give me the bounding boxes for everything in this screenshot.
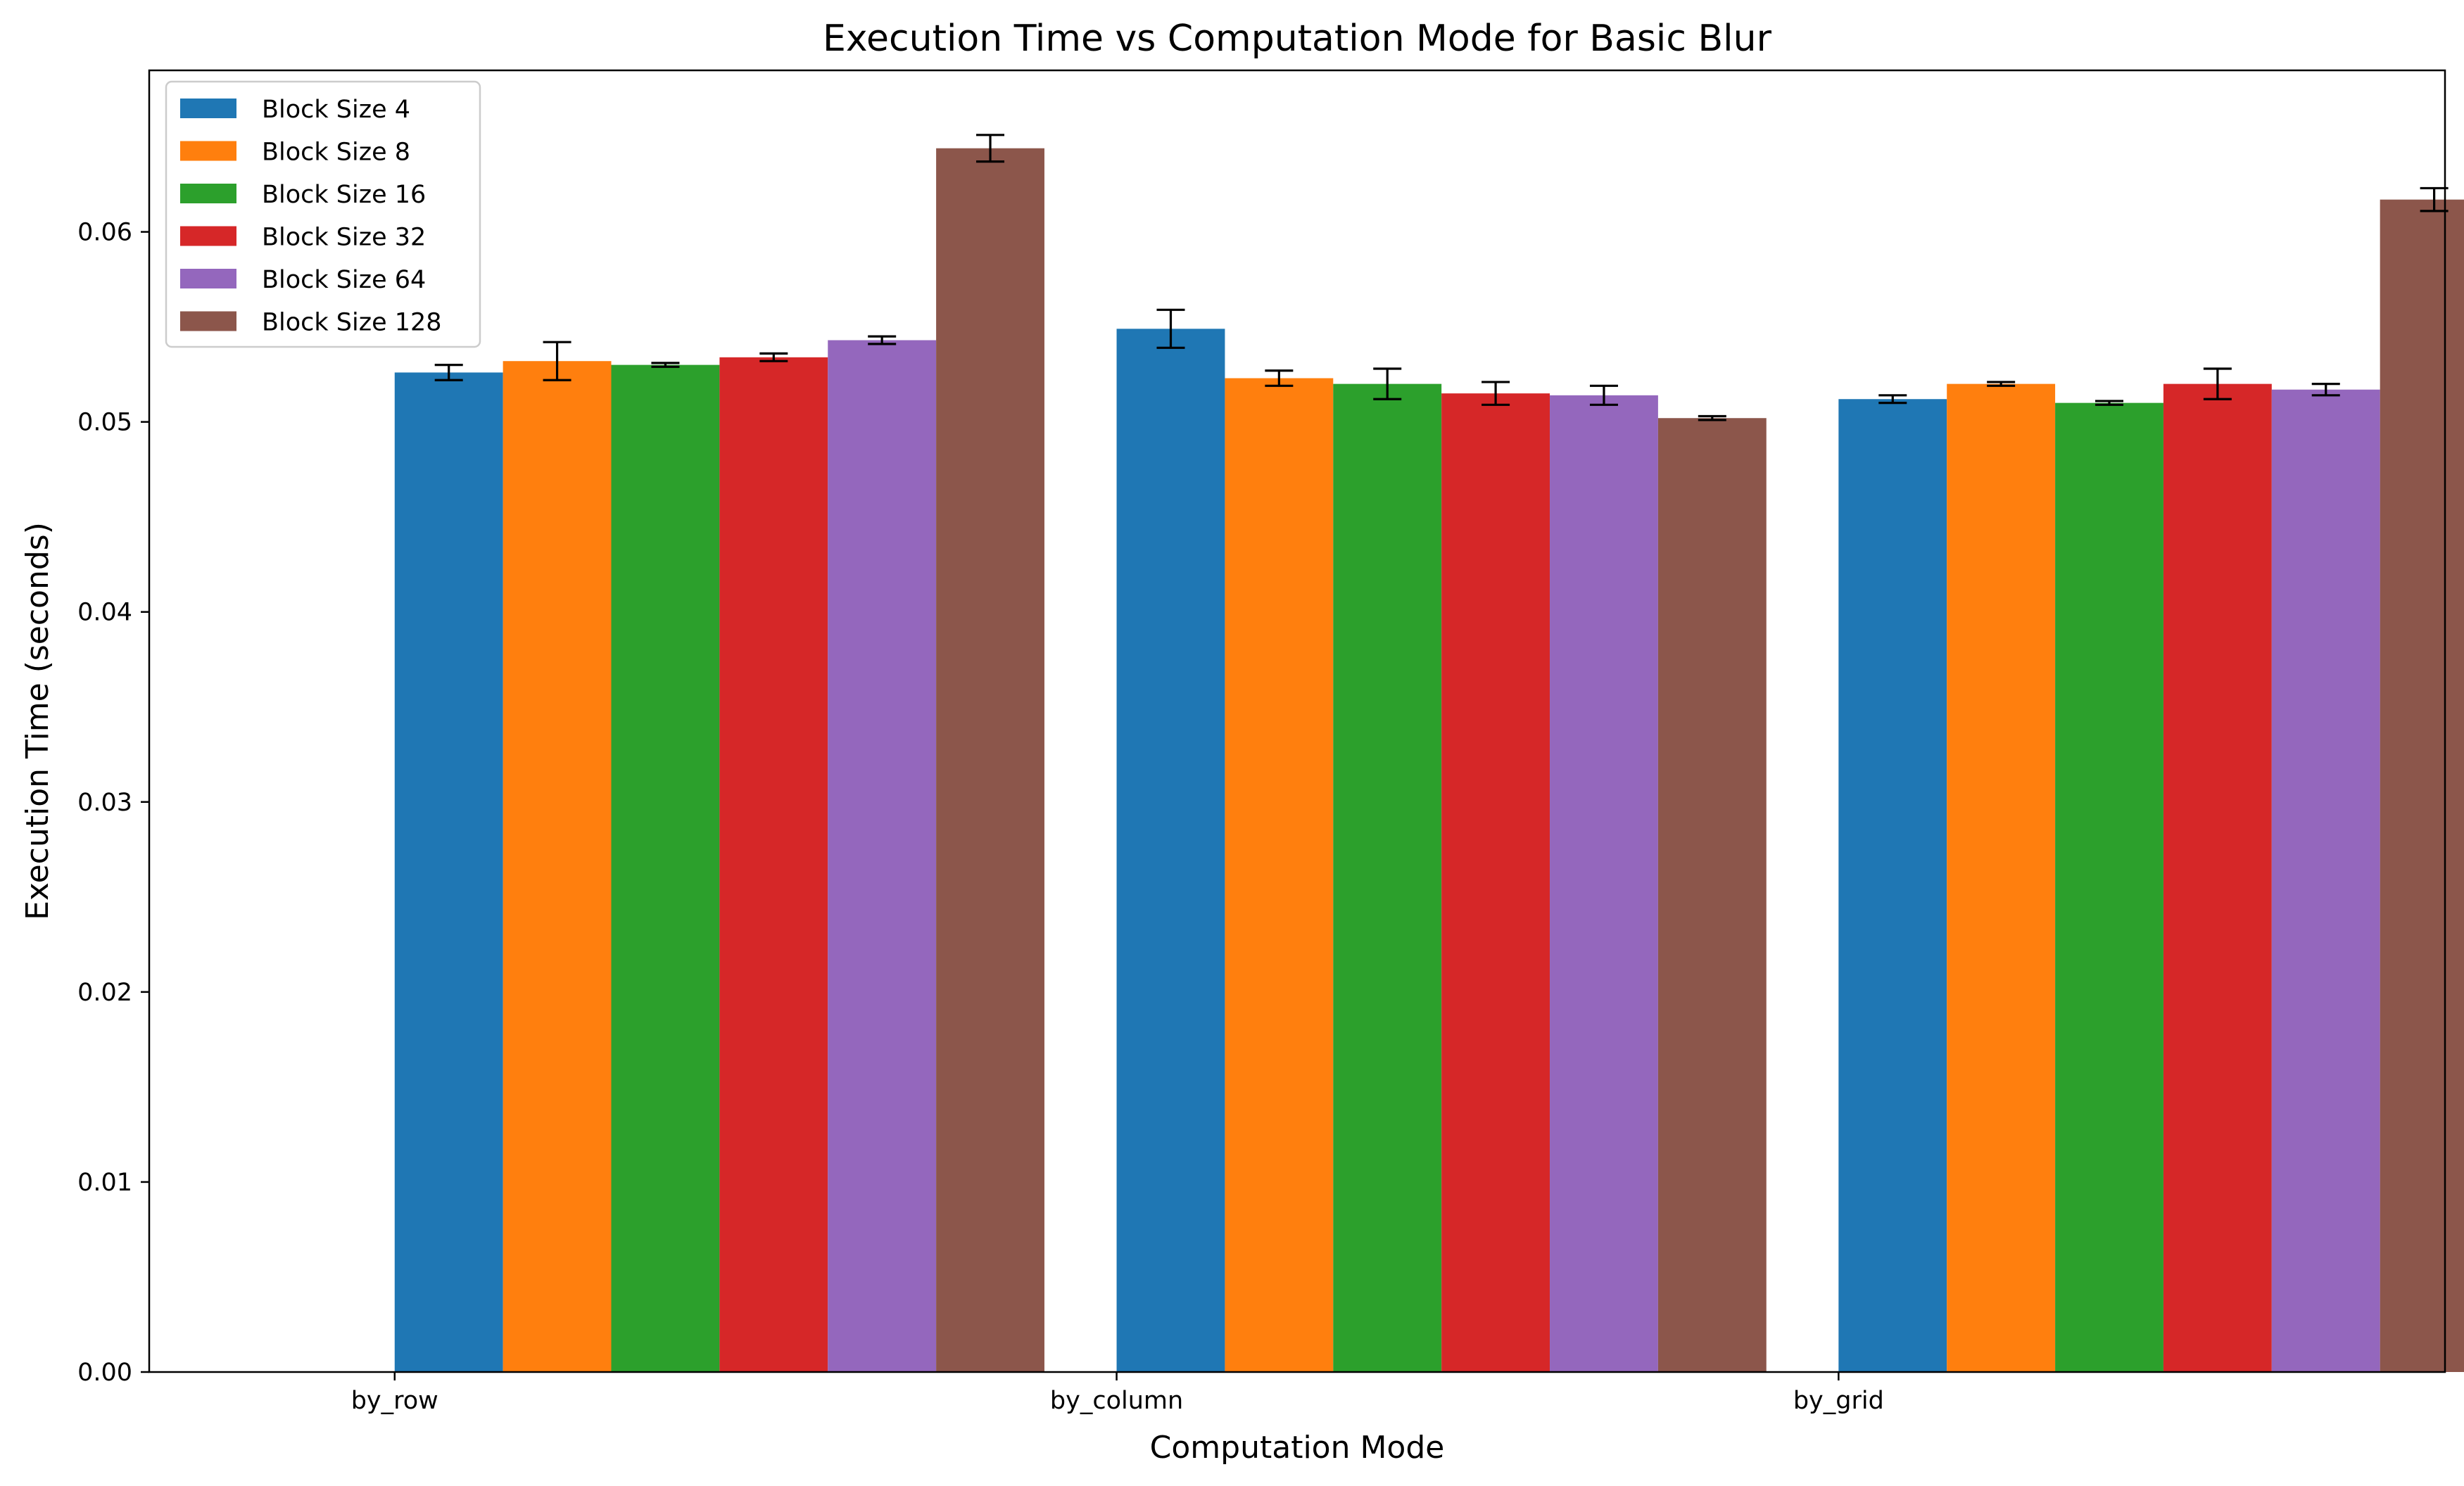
- error-bar-by_row-series-0: [434, 364, 463, 381]
- bar-by_row-series-0: [394, 372, 503, 1373]
- legend-label: Block Size 4: [262, 96, 410, 124]
- error-bar-by_grid-series-4: [2311, 383, 2340, 397]
- error-bar-by_row-series-4: [868, 335, 897, 345]
- error-bar-by_grid-series-1: [1987, 381, 2016, 387]
- bar-by_column-series-5: [1657, 418, 1767, 1372]
- error-bar-by_row-series-5: [976, 134, 1005, 163]
- y-tick-label: 0.04: [77, 599, 132, 627]
- legend-swatch: [180, 99, 236, 118]
- y-tick-label: 0.06: [77, 219, 132, 247]
- error-bar-by_grid-series-5: [2420, 186, 2449, 212]
- error-bar-by_column-series-1: [1265, 369, 1294, 387]
- error-bar-by_column-series-0: [1156, 308, 1185, 349]
- x-tick-label: by_grid: [1793, 1387, 1884, 1415]
- bar-by_grid-series-1: [1947, 383, 2056, 1373]
- bar-by_grid-series-3: [2163, 383, 2272, 1373]
- bar-by_column-series-4: [1550, 395, 1658, 1372]
- legend-label: Block Size 16: [262, 181, 426, 209]
- bar-by_column-series-1: [1225, 378, 1334, 1372]
- y-tick-label: 0.03: [77, 789, 132, 817]
- y-axis-label: Execution Time (seconds): [20, 522, 56, 920]
- legend-swatch: [180, 184, 236, 203]
- x-axis-label: Computation Mode: [1150, 1430, 1445, 1466]
- y-tick-label: 0.02: [77, 979, 132, 1007]
- error-bar-by_column-series-5: [1698, 414, 1726, 421]
- bar-by_column-series-2: [1333, 383, 1442, 1373]
- bar-by_row-series-5: [936, 148, 1044, 1372]
- y-tick-label: 0.00: [77, 1359, 132, 1387]
- legend-label: Block Size 64: [262, 266, 426, 294]
- y-tick-label: 0.05: [77, 409, 132, 437]
- bar-by_grid-series-2: [2055, 402, 2163, 1373]
- error-bar-by_grid-series-2: [2095, 400, 2124, 406]
- chart-title: Execution Time vs Computation Mode for B…: [823, 18, 1772, 60]
- bar-by_column-series-0: [1116, 329, 1225, 1372]
- error-bar-by_row-series-3: [759, 352, 788, 362]
- legend-swatch: [180, 141, 236, 161]
- error-bar-by_column-series-4: [1589, 384, 1618, 406]
- y-tick-label: 0.01: [77, 1169, 132, 1197]
- error-bar-by_row-series-1: [543, 341, 571, 381]
- bar-by_grid-series-0: [1838, 399, 1947, 1372]
- error-bar-by_column-series-2: [1373, 367, 1402, 400]
- bar-by_row-series-1: [503, 361, 612, 1372]
- bar-by_column-series-3: [1441, 393, 1550, 1373]
- legend-swatch: [180, 269, 236, 288]
- legend-swatch: [180, 311, 236, 331]
- x-tick-label: by_column: [1050, 1387, 1183, 1415]
- error-bar-by_grid-series-3: [2203, 367, 2232, 400]
- plot-area-frame: [148, 69, 2446, 1373]
- bar-by_grid-series-5: [2380, 199, 2464, 1372]
- legend-swatch: [180, 226, 236, 246]
- bar-by_row-series-2: [611, 364, 720, 1372]
- bar-by_grid-series-4: [2271, 389, 2380, 1372]
- legend-label: Block Size 8: [262, 139, 410, 167]
- legend-label: Block Size 128: [262, 309, 442, 337]
- error-bar-by_column-series-3: [1481, 381, 1510, 406]
- error-bar-by_grid-series-0: [1878, 394, 1907, 405]
- legend-label: Block Size 32: [262, 224, 426, 252]
- bar-by_row-series-3: [719, 357, 828, 1373]
- legend: [165, 80, 481, 348]
- bar-by_row-series-4: [828, 340, 937, 1372]
- error-bar-by_row-series-2: [651, 362, 680, 368]
- x-tick-label: by_row: [351, 1387, 438, 1415]
